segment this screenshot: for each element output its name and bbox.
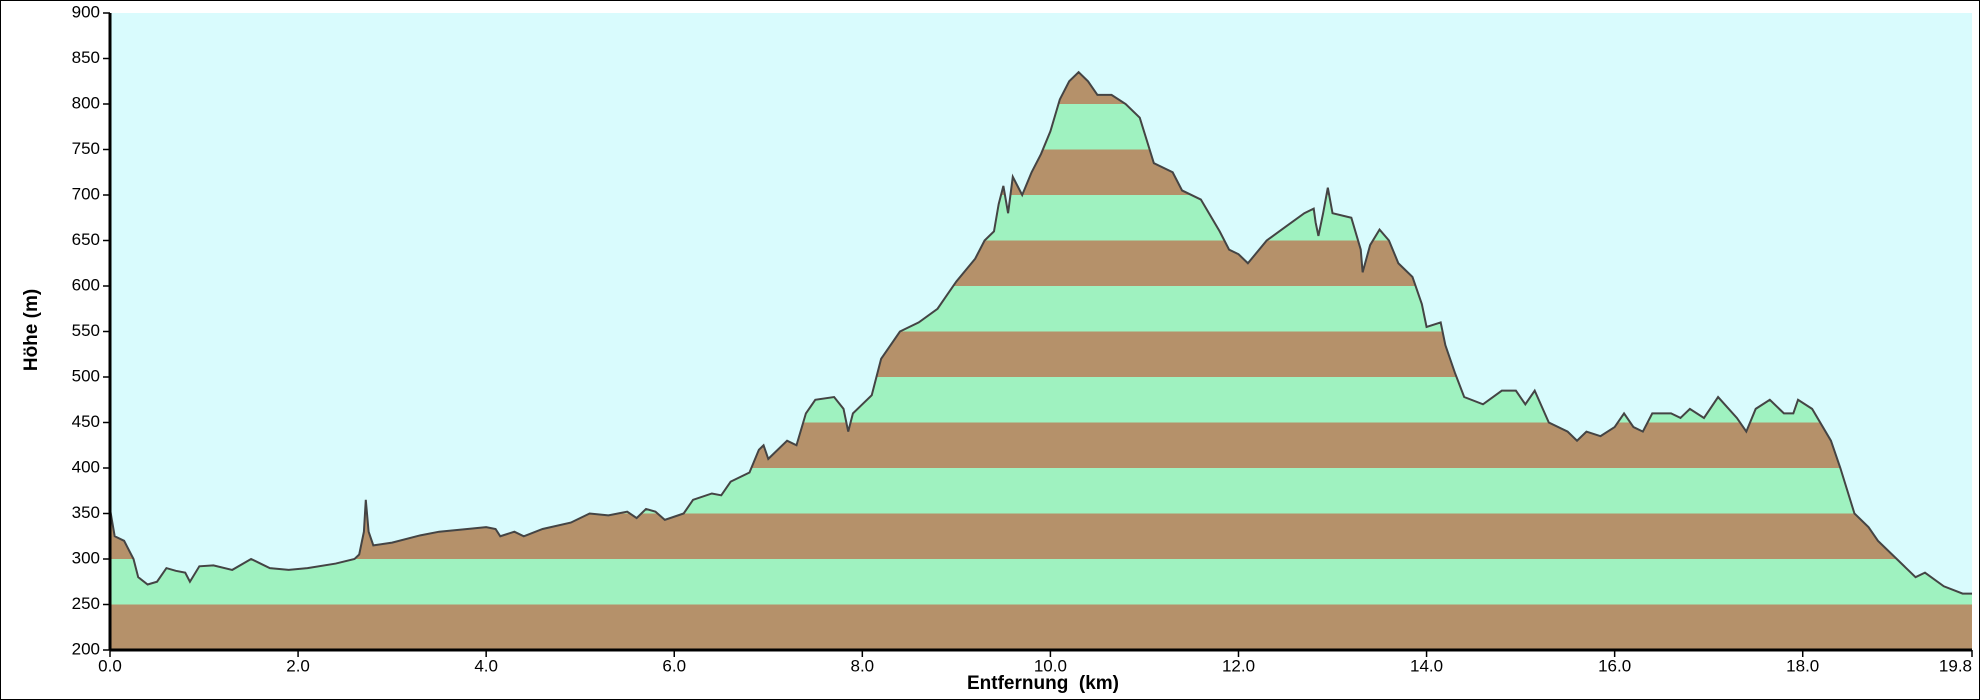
y-tick-label: 700 <box>72 184 100 203</box>
y-tick-label: 900 <box>72 2 100 21</box>
x-tick-label: 14.0 <box>1410 656 1443 675</box>
y-tick-label: 500 <box>72 366 100 385</box>
y-tick-label: 650 <box>72 230 100 249</box>
y-tick-label: 200 <box>72 639 100 658</box>
elevation-line <box>109 70 1972 595</box>
x-tick-label: 8.0 <box>851 656 875 675</box>
x-tick-label: 18.0 <box>1786 656 1819 675</box>
y-tick-label: 550 <box>72 321 100 340</box>
y-tick-label: 350 <box>72 503 100 522</box>
y-tick-label: 800 <box>72 93 100 112</box>
y-axis-title: Höhe (m) <box>21 289 42 371</box>
y-tick-label: 850 <box>72 48 100 67</box>
x-tick-label: 12.0 <box>1222 656 1255 675</box>
x-tick-label: 19.8 <box>1939 656 1972 675</box>
elevation-band <box>110 604 1972 650</box>
x-tick-label: 6.0 <box>662 656 686 675</box>
x-tick-label: 2.0 <box>286 656 310 675</box>
x-tick-label: 10.0 <box>1034 656 1067 675</box>
y-tick-label: 250 <box>72 594 100 613</box>
x-tick-label: 0.0 <box>98 656 122 675</box>
x-axis-title: Entfernung (km) <box>967 673 1119 694</box>
y-tick-label: 750 <box>72 139 100 158</box>
y-tick-label: 300 <box>72 548 100 567</box>
y-tick-label: 400 <box>72 457 100 476</box>
x-tick-label: 4.0 <box>474 656 498 675</box>
elevation-band <box>110 559 1972 605</box>
y-tick-label: 600 <box>72 275 100 294</box>
y-tick-label: 450 <box>72 412 100 431</box>
x-tick-label: 16.0 <box>1598 656 1631 675</box>
